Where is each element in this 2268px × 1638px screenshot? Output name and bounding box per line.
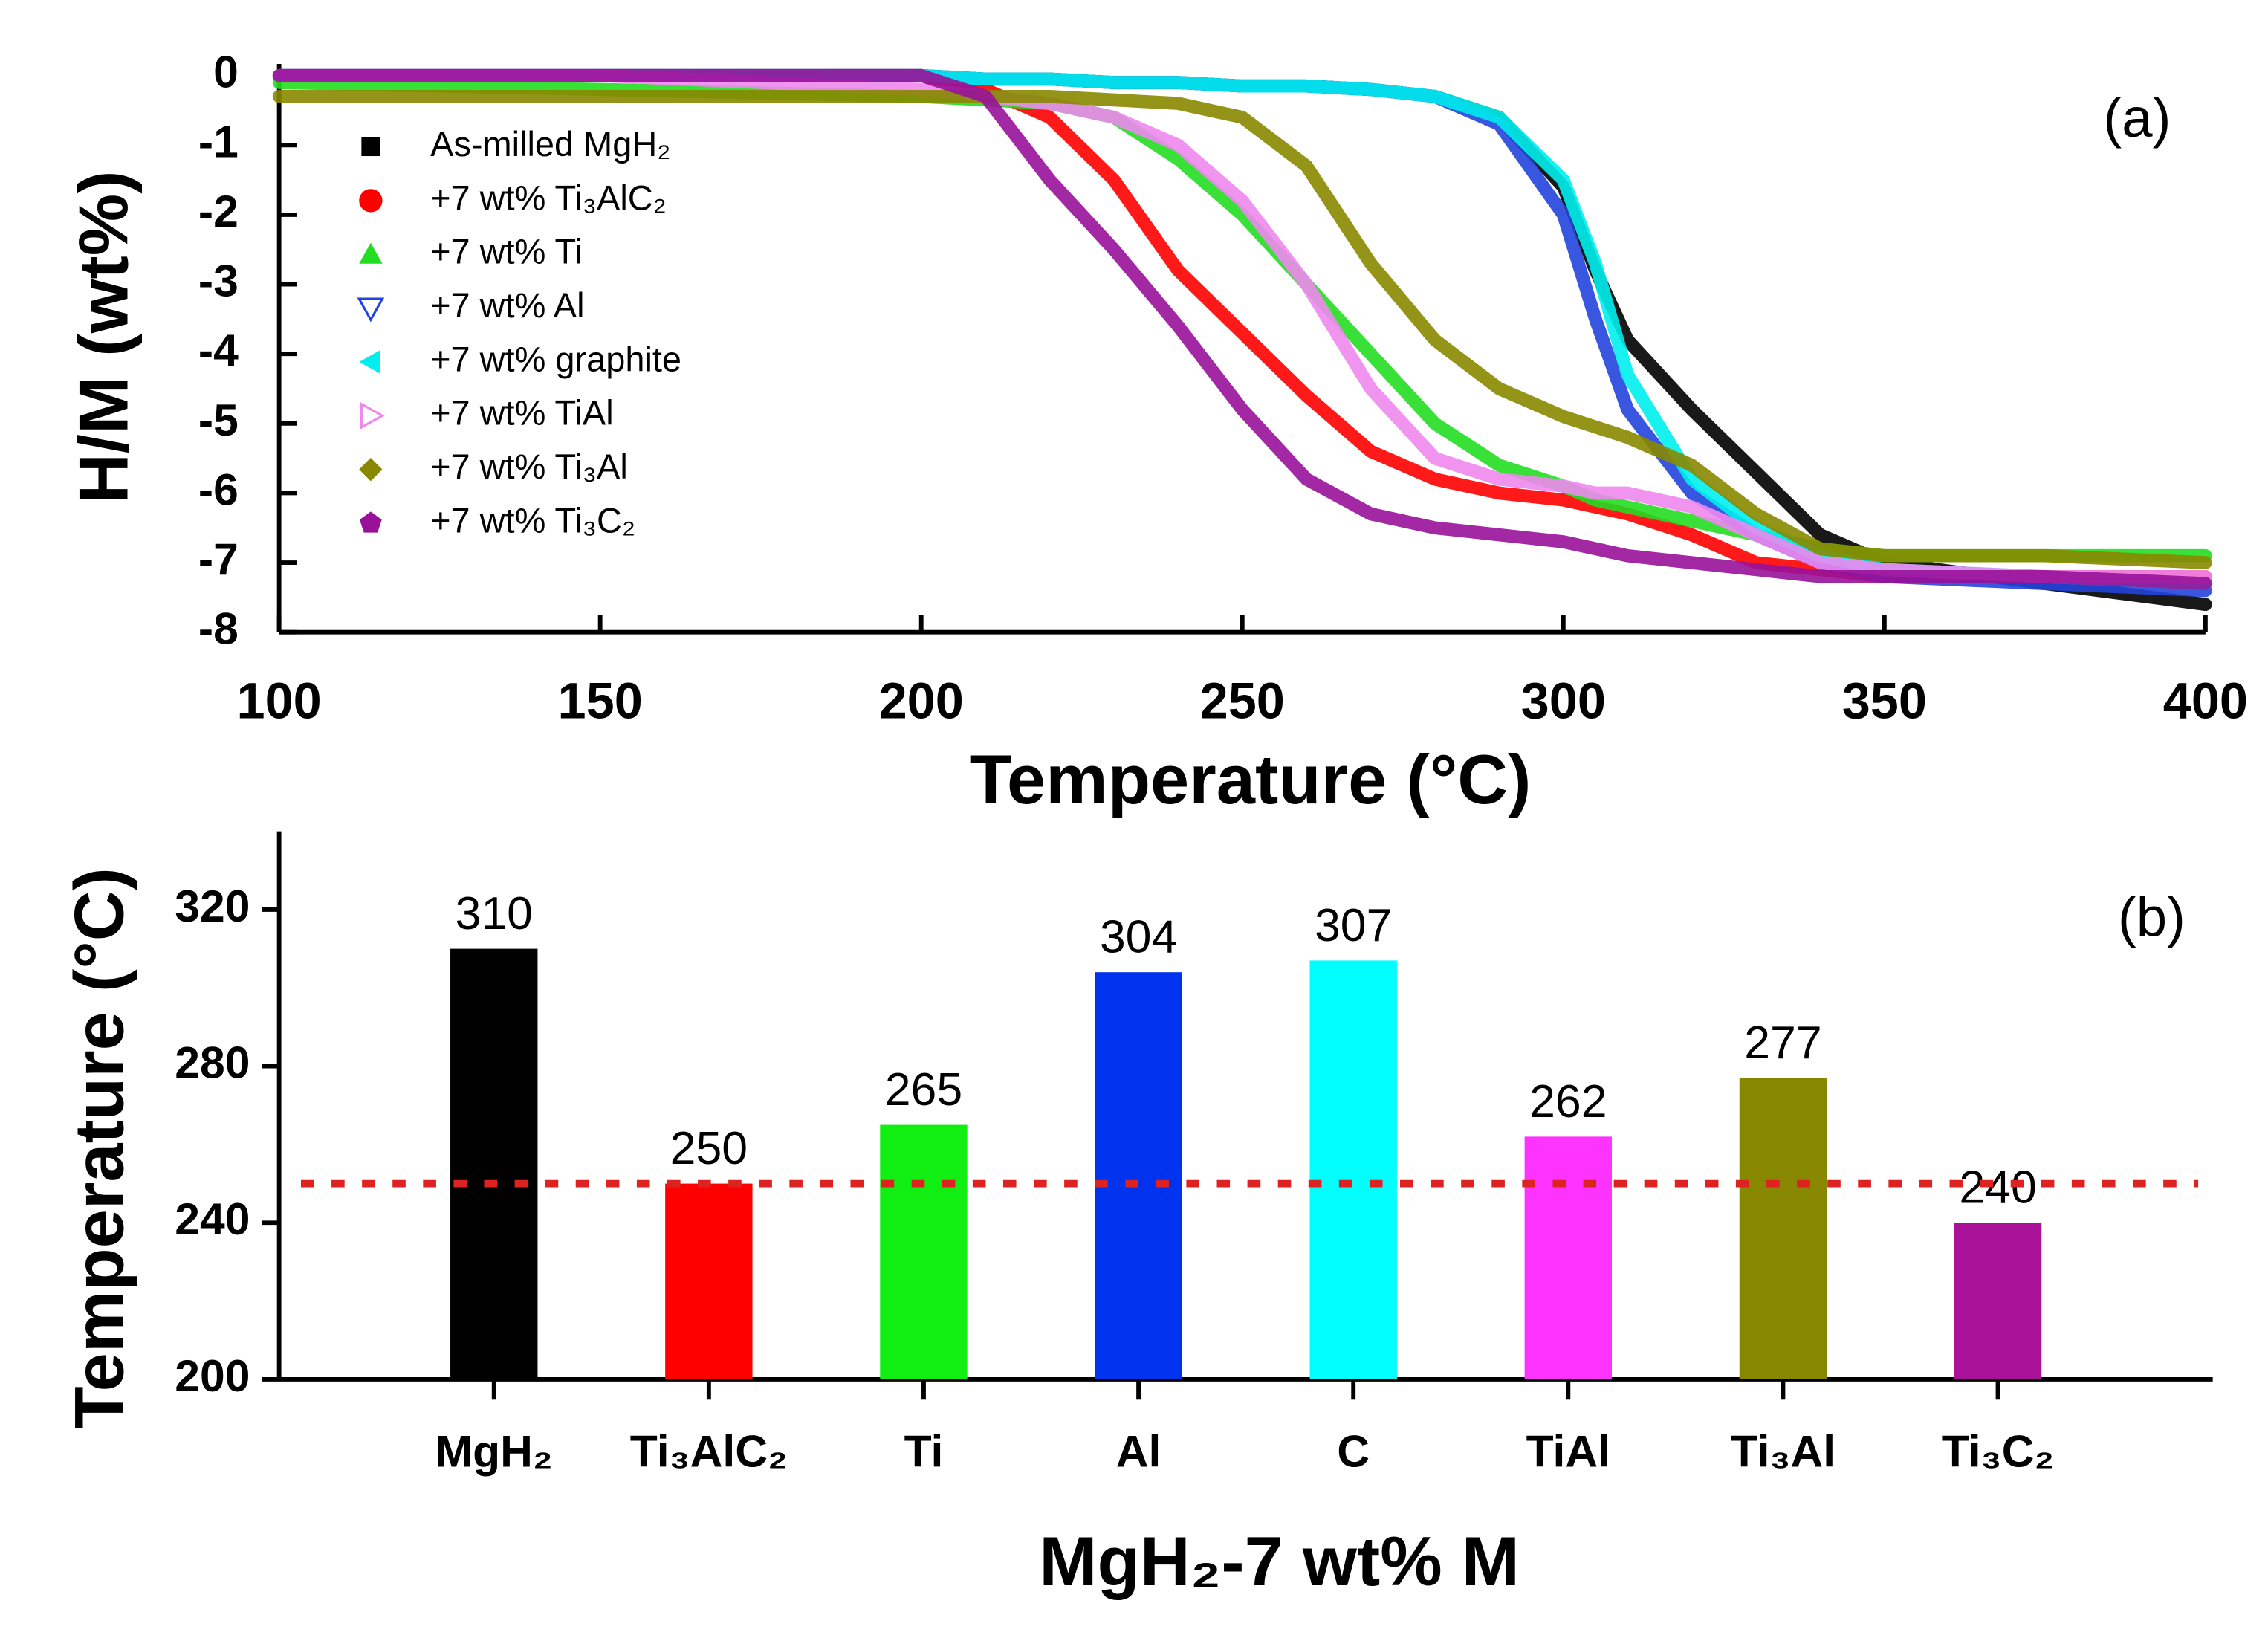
value-label: 277	[1744, 1017, 1821, 1069]
legend-marker	[359, 242, 383, 264]
legend-marker	[360, 402, 385, 430]
y-tick-label: 280	[175, 1037, 250, 1088]
legend-label: As-milled MgH₂	[430, 125, 670, 164]
value-label: 304	[1100, 911, 1177, 963]
x-tick-label: Ti₃Al	[1731, 1426, 1836, 1477]
legend-label: +7 wt% Al	[430, 286, 584, 325]
y-tick-label: -8	[198, 603, 239, 654]
y-tick-label: -2	[198, 186, 239, 236]
legend-marker	[359, 189, 383, 213]
bar	[1095, 972, 1182, 1379]
legend-label: +7 wt% Ti	[430, 233, 583, 271]
x-tick-label: MgH₂	[435, 1426, 553, 1477]
legend-marker	[359, 350, 380, 374]
series-line	[272, 89, 2212, 569]
bar	[1309, 960, 1397, 1379]
legend-label: +7 wt% Ti₃Al	[430, 447, 628, 486]
panel-label: (b)	[2118, 887, 2186, 948]
value-label: 262	[1529, 1075, 1607, 1127]
x-tick-label: 250	[1200, 673, 1285, 730]
legend-label: +7 wt% TiAl	[430, 394, 614, 433]
y-tick-label: 240	[175, 1194, 250, 1244]
x-tick-label: 300	[1521, 673, 1606, 730]
bar	[1739, 1078, 1827, 1379]
y-tick-label: 320	[175, 881, 250, 931]
y-tick-label: 200	[175, 1350, 250, 1401]
x-tick-label: C	[1337, 1426, 1370, 1477]
bar	[450, 948, 538, 1379]
series-line	[272, 68, 2212, 590]
legend-label: +7 wt% graphite	[430, 340, 681, 378]
bar	[880, 1124, 968, 1379]
y-tick-label: 0	[213, 47, 239, 97]
y-axis-label: Temperature (°C)	[60, 867, 138, 1428]
y-axis-label: H/M (wt%)	[65, 171, 143, 504]
y-tick-label: -5	[198, 395, 239, 445]
legend-marker	[359, 511, 382, 533]
y-tick-label: -4	[198, 325, 239, 375]
x-axis-label: MgH₂-7 wt% M	[1039, 1522, 1520, 1600]
legend-marker	[359, 458, 383, 482]
value-label: 250	[670, 1122, 748, 1174]
value-label: 240	[1959, 1162, 2036, 1214]
y-tick-label: -6	[198, 464, 239, 514]
value-label: 310	[456, 887, 533, 939]
y-tick-label: -3	[198, 256, 239, 306]
value-label: 307	[1315, 899, 1392, 951]
legend-marker	[361, 137, 380, 157]
bar	[1524, 1136, 1613, 1379]
x-tick-label: Ti₃C₂	[1942, 1426, 2055, 1477]
panel-label: (a)	[2104, 87, 2171, 149]
bar	[665, 1183, 753, 1379]
legend-label: +7 wt% Ti₃AlC₂	[430, 178, 667, 217]
x-tick-label: 200	[879, 673, 964, 730]
x-tick-label: 400	[2163, 673, 2248, 730]
x-tick-label: 100	[237, 673, 322, 730]
x-tick-label: Ti	[904, 1426, 944, 1477]
x-tick-label: Ti₃AlC₂	[630, 1426, 788, 1477]
x-axis-label: Temperature (°C)	[970, 740, 1532, 818]
x-tick-label: TiAl	[1526, 1426, 1610, 1477]
legend-label: +7 wt% Ti₃C₂	[430, 501, 635, 540]
y-tick-label: -7	[198, 534, 239, 584]
y-tick-label: -1	[198, 116, 239, 166]
x-tick-label: Al	[1116, 1426, 1161, 1477]
legend-marker	[357, 297, 385, 323]
x-tick-label: 350	[1842, 673, 1927, 730]
bar	[1954, 1223, 2042, 1379]
value-label: 265	[885, 1064, 962, 1116]
x-tick-label: 150	[558, 673, 643, 730]
